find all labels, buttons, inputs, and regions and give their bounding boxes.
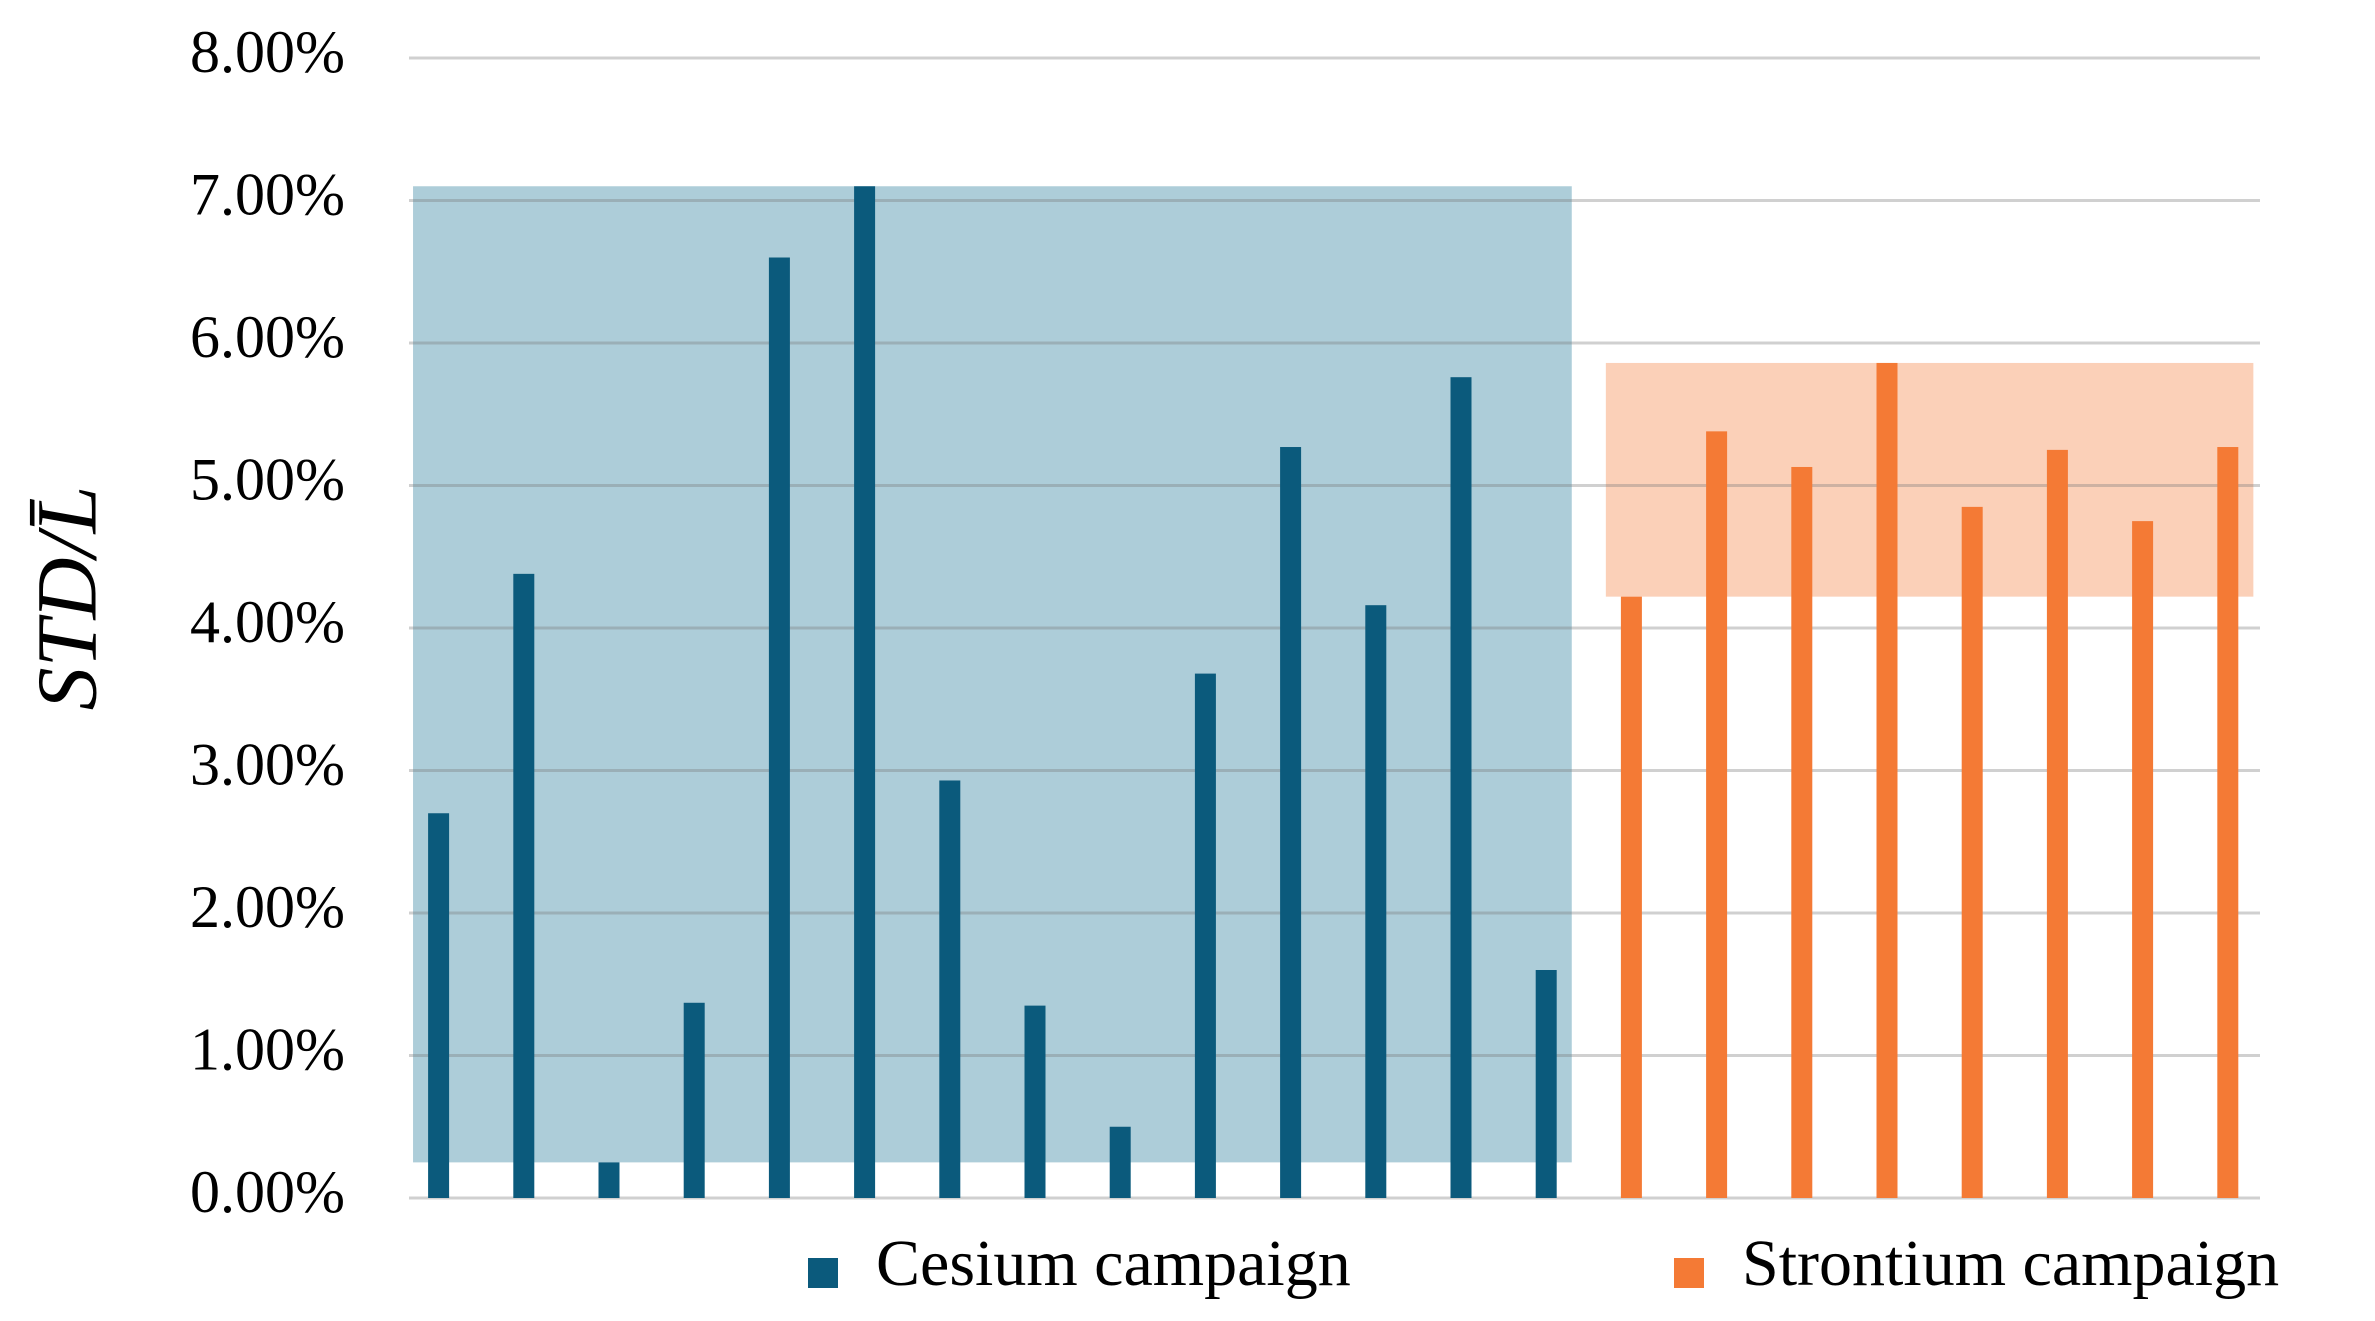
bar xyxy=(939,780,961,1198)
bar xyxy=(2217,447,2239,1198)
bar xyxy=(2132,521,2154,1198)
legend-label: Strontium campaign xyxy=(1742,1227,2279,1300)
bar xyxy=(598,1162,620,1198)
y-tick-label: 0.00% xyxy=(190,1159,345,1225)
bar xyxy=(1961,506,1983,1198)
legend-label: Cesium campaign xyxy=(876,1227,1351,1300)
y-tick-label: 1.00% xyxy=(190,1016,345,1082)
bar xyxy=(1365,605,1387,1198)
bar xyxy=(2046,449,2068,1198)
bar xyxy=(854,186,876,1198)
range-band xyxy=(413,186,1572,1163)
bar xyxy=(1109,1126,1131,1198)
bar xyxy=(1024,1005,1046,1198)
y-tick-label: 6.00% xyxy=(190,304,345,370)
y-axis-label: STD/L̄ xyxy=(19,486,115,711)
y-tick-label: 5.00% xyxy=(190,446,345,512)
bar xyxy=(428,813,450,1198)
range-band xyxy=(1605,362,2254,597)
bar xyxy=(513,573,535,1198)
bar xyxy=(1706,431,1728,1199)
y-tick-label: 3.00% xyxy=(190,731,345,797)
y-tick-label: 4.00% xyxy=(190,589,345,655)
bar xyxy=(1791,466,1813,1199)
bar xyxy=(1535,970,1557,1198)
legend-swatch xyxy=(1674,1258,1704,1288)
bar xyxy=(1450,377,1472,1198)
bar xyxy=(1280,447,1302,1198)
bar xyxy=(1876,362,1898,1198)
y-tick-label: 2.00% xyxy=(190,874,345,940)
legend-swatch xyxy=(808,1258,838,1288)
bar xyxy=(683,1002,705,1198)
bar xyxy=(768,257,790,1198)
bar xyxy=(1194,673,1216,1198)
bar xyxy=(1620,596,1642,1198)
y-tick-label: 8.00% xyxy=(190,19,345,85)
y-tick-label: 7.00% xyxy=(190,161,345,227)
